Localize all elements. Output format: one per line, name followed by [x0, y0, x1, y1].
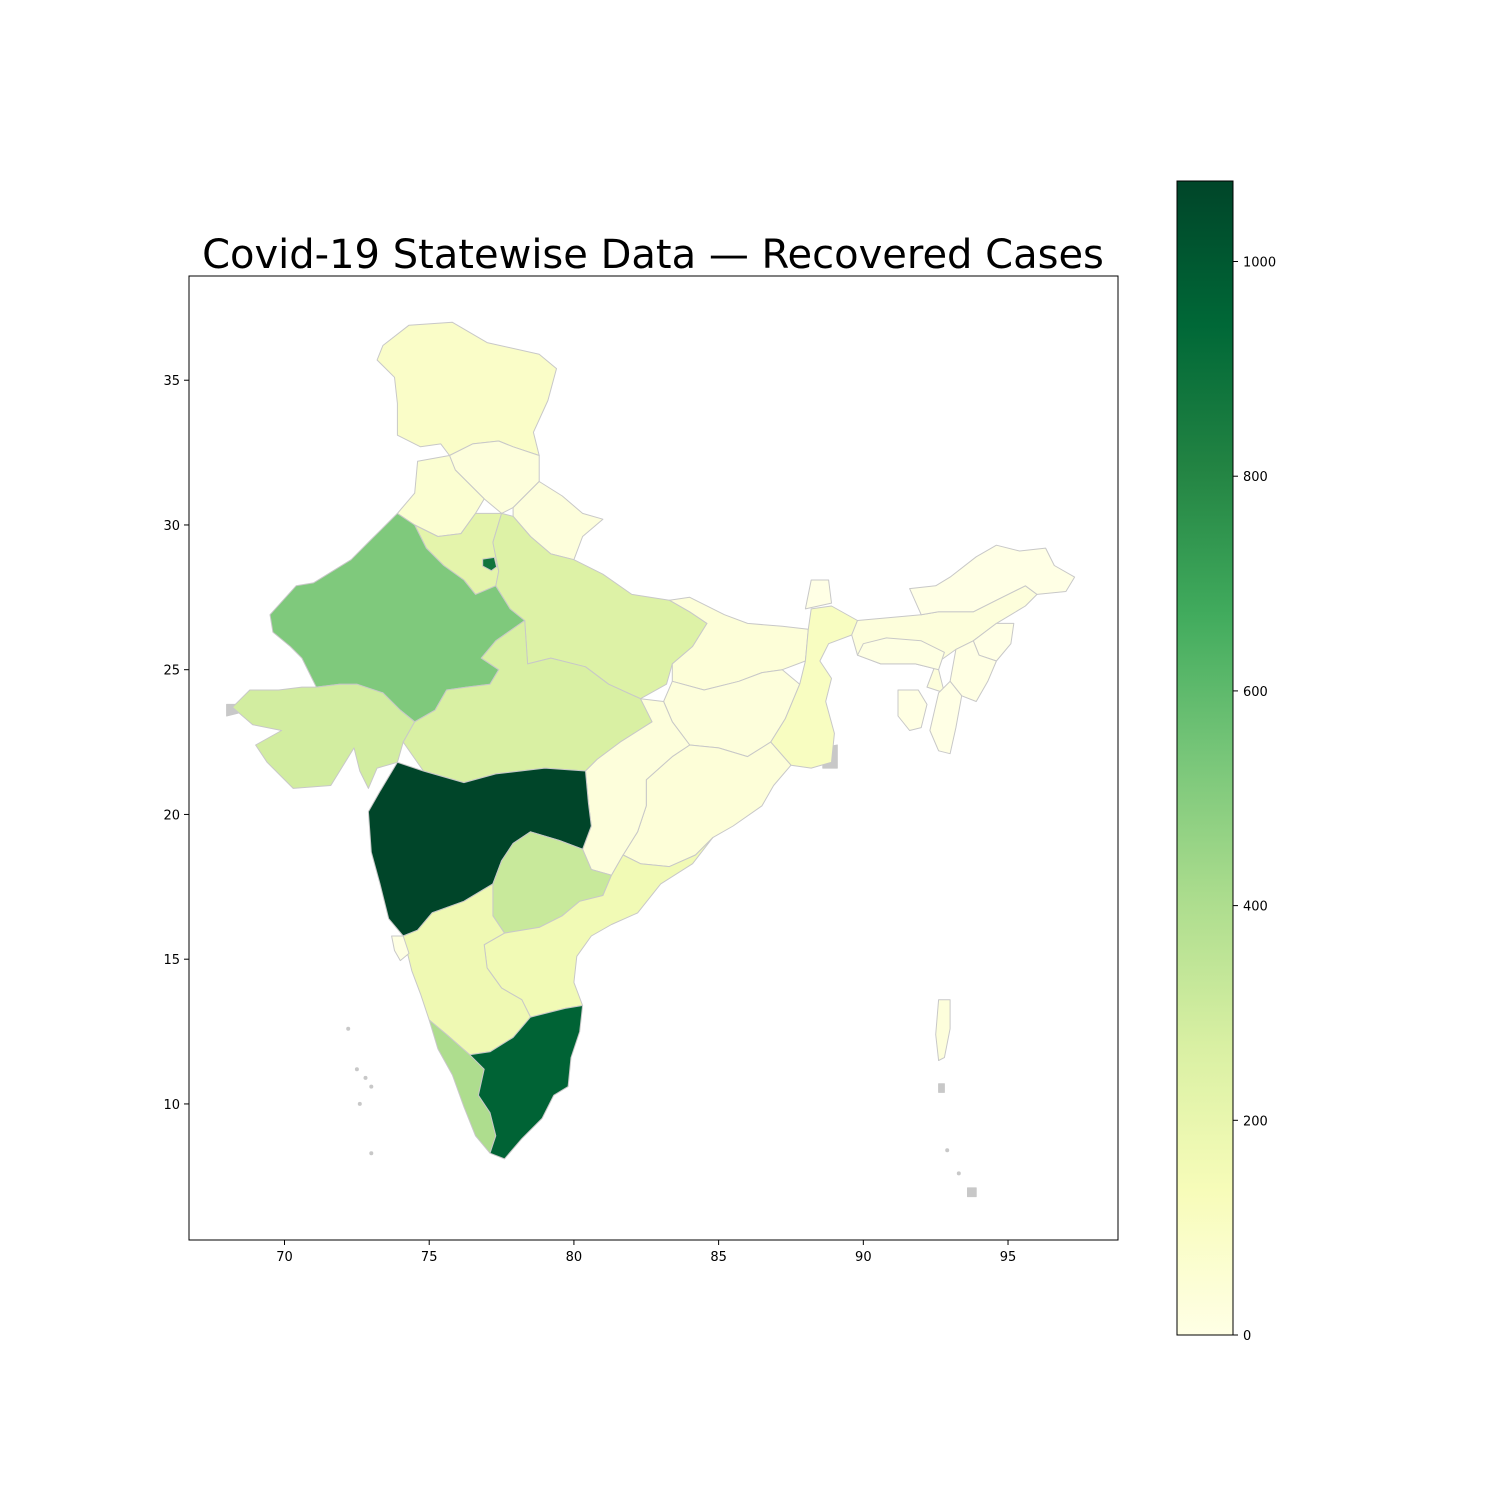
- y-tick-label: 25: [163, 664, 180, 679]
- x-tick-label: 95: [1000, 1250, 1017, 1265]
- chart-title: Covid-19 Statewise Data — Recovered Case…: [202, 232, 1104, 278]
- no-data-island: [956, 1171, 961, 1176]
- y-tick-label: 10: [163, 1098, 180, 1113]
- region-andaman-and-nicobar-islands[interactable]: Andaman and Nicobar Islands: 30: [935, 999, 951, 1061]
- colorbar-tick-label: 600: [1243, 685, 1268, 700]
- no-data-region: [938, 1083, 945, 1093]
- colorbar-tick-label: 1000: [1243, 256, 1276, 271]
- colorbar-gradient: [1176, 180, 1234, 1336]
- map-plot-area: Jammu and Kashmir: 90Himachal Pradesh: 3…: [163, 275, 1119, 1265]
- colorbar-ticks: 0 200 400 600 800 1000: [1233, 256, 1276, 1344]
- region-tripura[interactable]: Tripura: 5: [897, 689, 928, 731]
- colorbar: 0 200 400 600 800 1000: [1176, 180, 1276, 1344]
- y-tick-label: 35: [163, 374, 180, 389]
- no-data-island: [363, 1075, 368, 1080]
- x-tick-label: 70: [276, 1250, 293, 1265]
- x-tick-label: 85: [710, 1250, 727, 1265]
- no-data-island: [346, 1026, 351, 1031]
- no-data-island: [357, 1101, 362, 1106]
- x-axis: 70 75 80 85 90 95: [276, 1240, 1016, 1265]
- x-tick-label: 75: [421, 1250, 438, 1265]
- x-tick-label: 80: [566, 1250, 583, 1265]
- no-data-region: [967, 1187, 977, 1198]
- region-andhra-pradesh[interactable]: Andhra Pradesh: 160: [483, 837, 714, 1018]
- region-arunachal-pradesh[interactable]: Arunachal Pradesh: 0: [909, 544, 1076, 616]
- region-meghalaya[interactable]: Meghalaya: 10: [857, 637, 945, 671]
- x-tick-label: 90: [855, 1250, 872, 1265]
- no-data-island: [945, 1148, 950, 1153]
- colorbar-tick-label: 400: [1243, 900, 1268, 915]
- colorbar-tick-label: 200: [1243, 1114, 1268, 1129]
- region-tamil-nadu[interactable]: Tamil Nadu: 960: [469, 1005, 584, 1160]
- no-data-island: [369, 1084, 374, 1089]
- region-mizoram[interactable]: Mizoram: 0: [929, 680, 963, 755]
- colorbar-tick-label: 0: [1243, 1329, 1251, 1344]
- y-axis: 10 15 20 25 30 35: [163, 374, 189, 1113]
- no-data-island: [369, 1151, 374, 1156]
- colorbar-tick-label: 800: [1243, 470, 1268, 485]
- state-regions: Jammu and Kashmir: 90Himachal Pradesh: 3…: [226, 321, 1076, 1198]
- no-data-island: [354, 1067, 359, 1072]
- y-tick-label: 20: [163, 808, 180, 823]
- region-west-bengal[interactable]: West Bengal: 110: [770, 605, 858, 769]
- y-tick-label: 30: [163, 519, 180, 534]
- y-tick-label: 15: [163, 953, 180, 968]
- region-delhi[interactable]: Delhi: 880: [482, 556, 498, 572]
- region-sikkim[interactable]: Sikkim: 0: [804, 579, 832, 610]
- region-goa[interactable]: Goa: 10: [391, 935, 410, 962]
- region-uttar-pradesh[interactable]: Uttar Pradesh: 250: [492, 512, 708, 700]
